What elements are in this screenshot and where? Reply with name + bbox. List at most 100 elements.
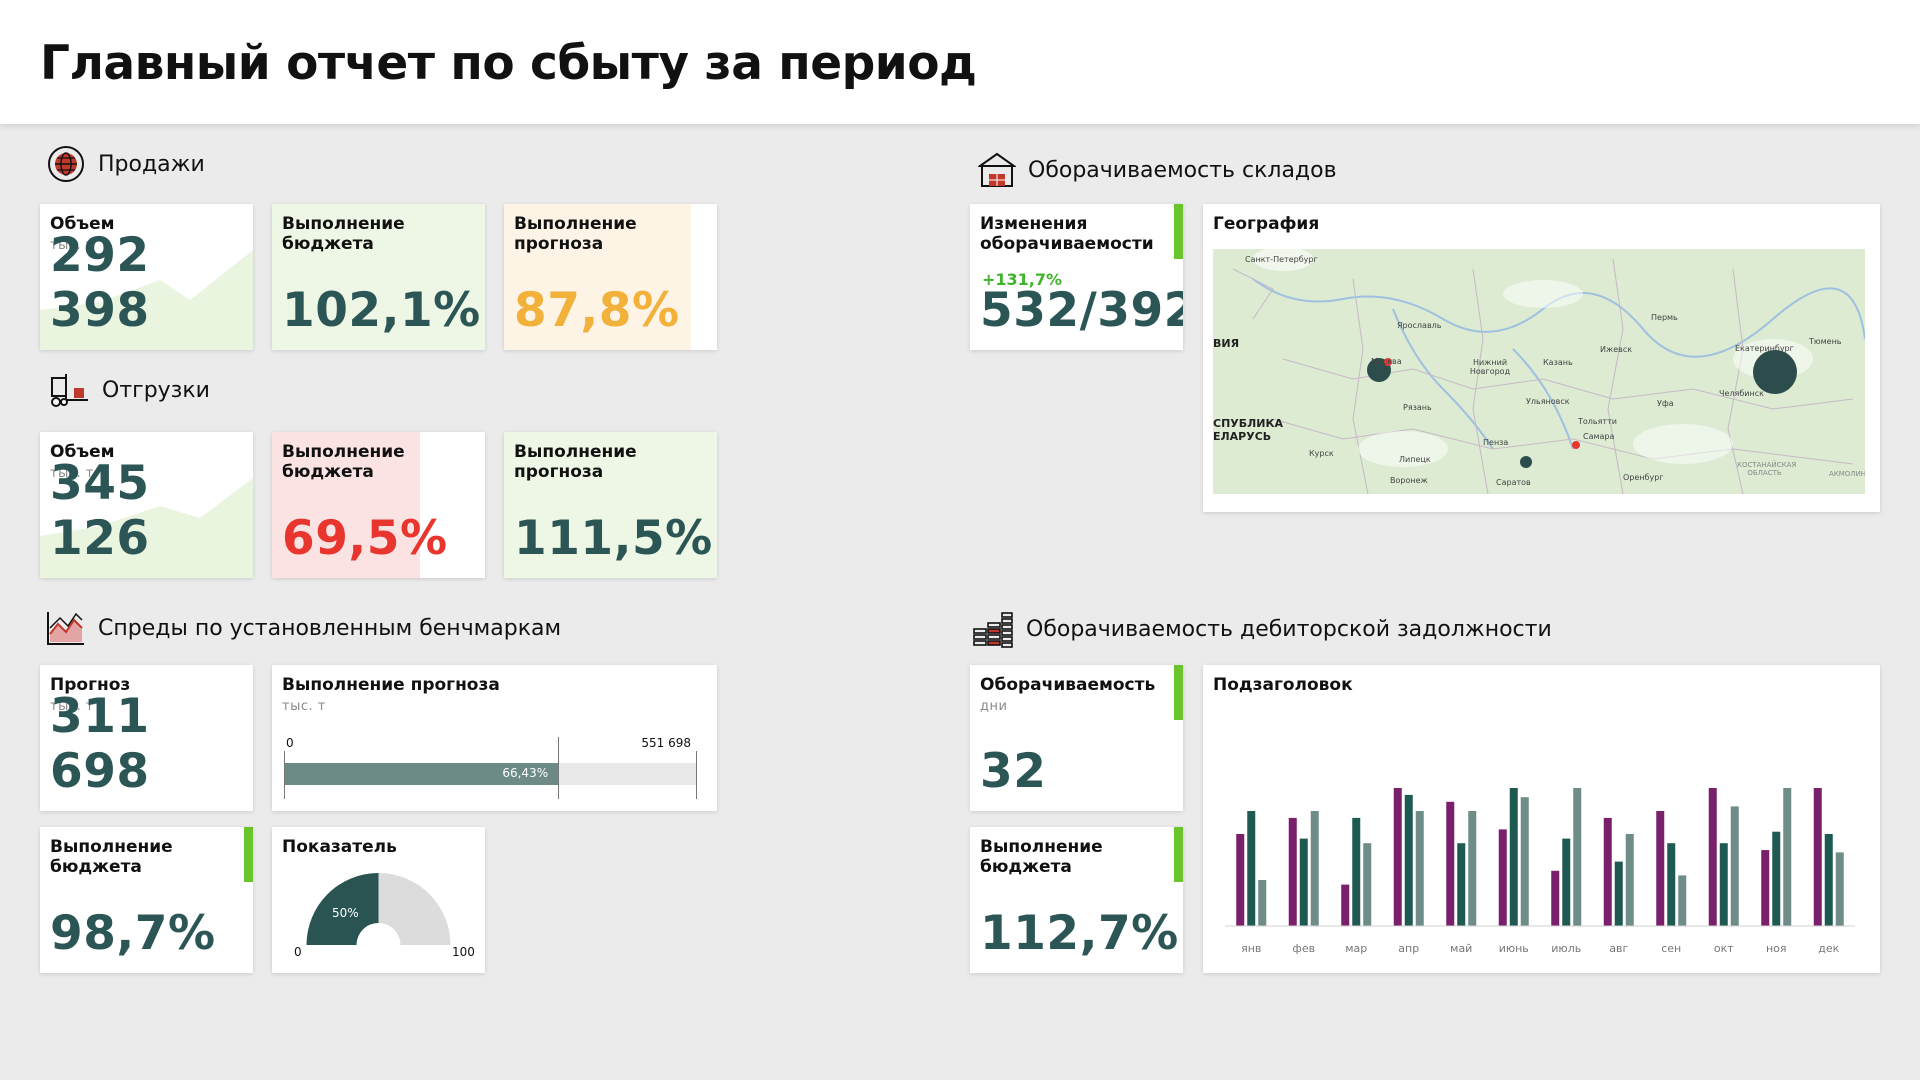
- bar[interactable]: [1299, 838, 1308, 926]
- bar[interactable]: [1719, 843, 1728, 926]
- card-value: 87,8%: [514, 283, 680, 338]
- bar[interactable]: [1393, 788, 1402, 926]
- map[interactable]: Санкт-Петербург Ярославль Пермь Ижевск Е…: [1213, 249, 1865, 494]
- x-tick-label: ноя: [1766, 942, 1787, 955]
- gauge-chart: [306, 873, 451, 945]
- map-region-label: КОСТАНАЙСКАЯ ОБЛАСТЬ: [1737, 461, 1797, 477]
- page-title: Главный отчет по сбыту за период: [40, 36, 977, 91]
- shipments-budget-card[interactable]: Выполнение бюджета 69,5%: [272, 432, 485, 578]
- spreads-forecast-card[interactable]: Прогноз тыс. т 311 698: [40, 665, 253, 811]
- bullet-percent-label: 66,43%: [502, 766, 549, 780]
- progress-fill: [504, 432, 717, 578]
- map-city-label: Нижний Новгород: [1469, 358, 1511, 376]
- shipments-section-header: Отгрузки: [46, 370, 210, 410]
- bar[interactable]: [1761, 850, 1770, 926]
- card-title: Выполнение прогноза: [282, 675, 500, 695]
- map-city-label: Уфа: [1657, 399, 1674, 408]
- card-unit: дни: [980, 699, 1008, 714]
- card-title: Оборачиваемость: [980, 675, 1156, 695]
- bar[interactable]: [1310, 811, 1319, 926]
- forecast-execution-card[interactable]: Выполнение прогноза тыс. т 0 551 698 66,…: [272, 665, 717, 811]
- card-title: Прогноз: [50, 675, 131, 695]
- map-city-label: Ярославль: [1397, 321, 1442, 330]
- progress-fill: [504, 204, 691, 350]
- bar[interactable]: [1730, 806, 1739, 926]
- bar[interactable]: [1520, 797, 1529, 926]
- turnover-change-card[interactable]: Изменения оборачиваемости +131,7% 532/39…: [970, 204, 1183, 350]
- bar[interactable]: [1363, 843, 1372, 926]
- bar[interactable]: [1625, 834, 1634, 926]
- map-city-label: Челябинск: [1719, 389, 1764, 398]
- bar[interactable]: [1468, 811, 1477, 926]
- shipments-section-title: Отгрузки: [102, 377, 210, 403]
- bar[interactable]: [1656, 811, 1665, 926]
- x-tick-label: мар: [1345, 942, 1367, 955]
- sales-forecast-card[interactable]: Выполнение прогноза 87,8%: [504, 204, 717, 350]
- receivables-section-header: Оборачиваемость дебиторской задолжности: [972, 609, 1552, 649]
- bar[interactable]: [1551, 870, 1560, 926]
- receivables-turnover-card[interactable]: Оборачиваемость дни 32: [970, 665, 1183, 811]
- geography-card[interactable]: География Санкт-Петербург Яросла: [1203, 204, 1880, 512]
- card-title: Выполнение бюджета: [50, 837, 173, 877]
- change-delta: +131,7%: [982, 270, 1063, 289]
- map-region-label: АКМОЛИН: [1829, 470, 1865, 478]
- card-value: 532/392: [980, 283, 1183, 338]
- bar[interactable]: [1352, 817, 1361, 926]
- bar[interactable]: [1509, 788, 1518, 926]
- bar[interactable]: [1498, 829, 1507, 926]
- x-tick-label: июль: [1551, 942, 1581, 955]
- bar[interactable]: [1341, 884, 1350, 926]
- warehouse-section-title: Оборачиваемость складов: [1028, 157, 1337, 183]
- spreads-budget-card[interactable]: Выполнение бюджета 98,7%: [40, 827, 253, 973]
- card-value: 112,7%: [980, 906, 1179, 961]
- sales-volume-card[interactable]: Объем тыс. т 292 398: [40, 204, 253, 350]
- bar[interactable]: [1288, 817, 1297, 926]
- map-city-label: Рязань: [1403, 403, 1432, 412]
- bar[interactable]: [1783, 788, 1792, 926]
- bar[interactable]: [1258, 880, 1267, 926]
- bar[interactable]: [1708, 788, 1717, 926]
- bar[interactable]: [1404, 794, 1413, 926]
- status-accent-bar: [1174, 204, 1183, 259]
- x-tick-label: июнь: [1499, 942, 1529, 955]
- bar[interactable]: [1835, 852, 1844, 926]
- x-tick-label: фев: [1292, 942, 1315, 955]
- map-city-label: Санкт-Петербург: [1245, 255, 1318, 264]
- bar[interactable]: [1415, 811, 1424, 926]
- globe-icon: [48, 146, 84, 182]
- card-title: Изменения оборачиваемости: [980, 214, 1154, 254]
- shipments-volume-card[interactable]: Объем тыс. т 345 126: [40, 432, 253, 578]
- map-city-label: Курск: [1309, 449, 1334, 458]
- chart-title: Подзаголовок: [1213, 675, 1353, 695]
- gauge-max-label: 100: [452, 945, 475, 959]
- card-unit: тыс. т: [50, 699, 94, 714]
- card-value: 292 398: [50, 228, 150, 338]
- shipments-forecast-card[interactable]: Выполнение прогноза 111,5%: [504, 432, 717, 578]
- warehouse-icon: [978, 152, 1016, 187]
- bar[interactable]: [1446, 801, 1455, 926]
- bar[interactable]: [1772, 831, 1781, 926]
- card-unit: тыс. т: [282, 699, 326, 714]
- bar[interactable]: [1573, 788, 1582, 926]
- map-city-label: Пенза: [1483, 438, 1509, 447]
- bar[interactable]: [1603, 817, 1612, 926]
- card-value: 102,1%: [282, 283, 481, 338]
- sales-budget-card[interactable]: Выполнение бюджета 102,1%: [272, 204, 485, 350]
- card-title: Выполнение прогноза: [514, 442, 637, 482]
- bar[interactable]: [1678, 875, 1687, 926]
- bar[interactable]: [1614, 861, 1623, 926]
- bar[interactable]: [1236, 834, 1245, 926]
- bar[interactable]: [1247, 811, 1256, 926]
- area-chart-icon: [47, 612, 84, 645]
- bar[interactable]: [1457, 843, 1466, 926]
- bar[interactable]: [1813, 788, 1822, 926]
- indicator-card[interactable]: Показатель 50% 0 100: [272, 827, 485, 973]
- report-header: Главный отчет по сбыту за период: [0, 0, 1920, 124]
- bar[interactable]: [1824, 834, 1833, 926]
- monthly-bar-chart-card[interactable]: Подзаголовок янв фев мар апр май июнь июль авг с…: [1203, 665, 1880, 973]
- receivables-budget-card[interactable]: Выполнение бюджета 112,7%: [970, 827, 1183, 973]
- gauge-value-label: 50%: [332, 906, 359, 920]
- bar[interactable]: [1667, 843, 1676, 926]
- bar[interactable]: [1562, 838, 1571, 926]
- bullet-max-label: 551 698: [641, 736, 691, 750]
